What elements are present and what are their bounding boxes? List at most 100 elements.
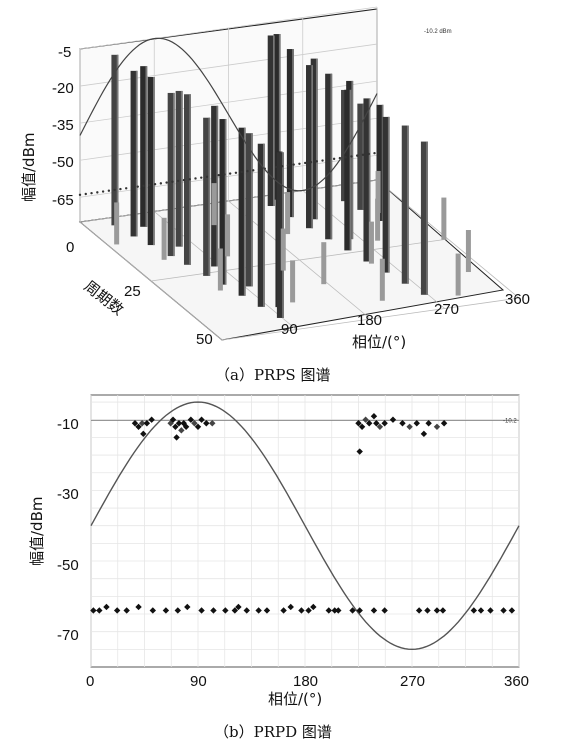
prpd-point [263,607,271,614]
prps-dot [113,188,116,192]
prpd-point [187,416,195,423]
prpd-point [140,430,147,438]
prpd-point [310,603,317,611]
prps-low-bar [379,258,385,301]
prps-grid-line [79,6,378,50]
prps-bar [376,104,384,221]
prps-dot [153,182,157,186]
prpd-point [355,420,362,427]
prps-dot [200,176,203,179]
prpd-point [198,607,205,614]
prps-bar [357,103,365,210]
prps-bar [310,58,318,220]
prps-bar [420,141,428,295]
prpd-point [280,607,287,614]
prps-bar-highlight [135,70,138,237]
prpd-caption: （b）PRPD 图谱 [214,723,332,741]
prpd-point [373,420,380,427]
prps-bar [167,92,175,257]
prps-ytick: 25 [124,283,141,300]
prpd-point [96,607,103,614]
prps-dot [286,164,290,167]
prpd-point [143,420,151,427]
prps-dot [304,161,307,165]
prps-bar [286,49,294,218]
prpd-point [135,423,142,430]
prps-bar-highlight [273,35,275,207]
prps-grid-line [221,297,520,341]
prps-dot [367,152,370,156]
prpd-point [366,420,373,427]
prps-ztick: -65 [52,192,74,209]
prpd-point [298,607,305,614]
prps-ylabel: 周期数 [81,277,128,319]
prps-bar-highlight [251,133,253,287]
prps-chart: -10.2 dBm -5 -20 -35 -50 -65 0 25 50 90 … [20,6,530,384]
prps-ztick: -5 [58,44,71,61]
prps-bar [257,143,265,307]
prps-bar-highlight [153,77,155,246]
prps-bar [203,117,211,276]
prps-dot [165,181,168,184]
prpd-point [243,607,250,614]
prpd-ylabel: 幅值/dBm [28,497,46,566]
prpd-xtick: 360 [504,673,529,690]
prps-dot [217,174,220,177]
prps-dot [257,168,261,171]
prps-dot [171,180,174,183]
prps-dot [90,191,93,195]
prps-low-bar [375,198,381,241]
prpd-chart: -10.2 -10 -30 -50 -70 0 90 180 270 360 幅… [28,394,529,741]
prpd-point [440,420,448,427]
prpd-point [209,420,216,427]
prpd-grid [90,395,520,667]
prps-bar-highlight [351,80,354,240]
prpd-point [335,607,342,614]
prps-bar [111,54,119,226]
prps-low-bar [455,253,461,296]
prps-bar-highlight [224,119,227,285]
prps-low-bar [285,192,291,235]
prps-dot [373,151,376,155]
prps-grid-line [150,238,449,282]
prps-low-bar [161,217,167,260]
prpd-point [331,607,338,614]
prps-xtick: 360 [505,291,530,308]
prps-bars [111,34,471,318]
prps-bar-highlight [208,117,211,276]
prpd-point [194,423,202,430]
prps-bar-highlight [368,98,371,262]
prpd-point [487,607,494,614]
prpd-point [413,420,420,427]
prpd-point [439,607,447,614]
prpd-point [305,607,312,614]
prps-annotation: -10.2 dBm [424,29,452,35]
prps-bar-highlight [407,125,409,284]
prps-bar-highlight [243,127,246,296]
prps-bar [147,77,155,246]
prpd-point [381,420,388,427]
prpd-point [470,607,478,614]
prps-ztick: -20 [52,80,74,97]
prps-bar-highlight [315,58,318,220]
prps-bar-highlight [426,141,428,295]
prps-low-bar [368,221,374,264]
prps-low-bar [225,214,231,257]
prps-low-bar [465,229,471,273]
prps-dot [182,178,186,182]
prpd-point [420,430,428,438]
prpd-point [182,423,190,430]
prps-bar [276,152,284,318]
prps-dot [356,154,359,157]
prpd-point [203,420,210,427]
prpd-point [433,423,441,430]
prps-dot [101,190,105,193]
prpd-point [149,607,157,614]
prps-dot [176,179,180,183]
prps-bar [273,34,281,200]
prps-bar [245,133,253,287]
prps-dot [159,182,163,185]
prps-dot [119,187,122,191]
prpd-point [178,427,185,434]
